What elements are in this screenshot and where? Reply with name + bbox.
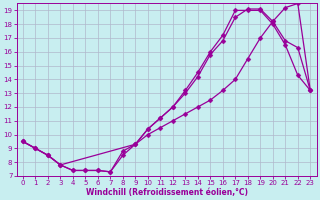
X-axis label: Windchill (Refroidissement éolien,°C): Windchill (Refroidissement éolien,°C): [85, 188, 248, 197]
